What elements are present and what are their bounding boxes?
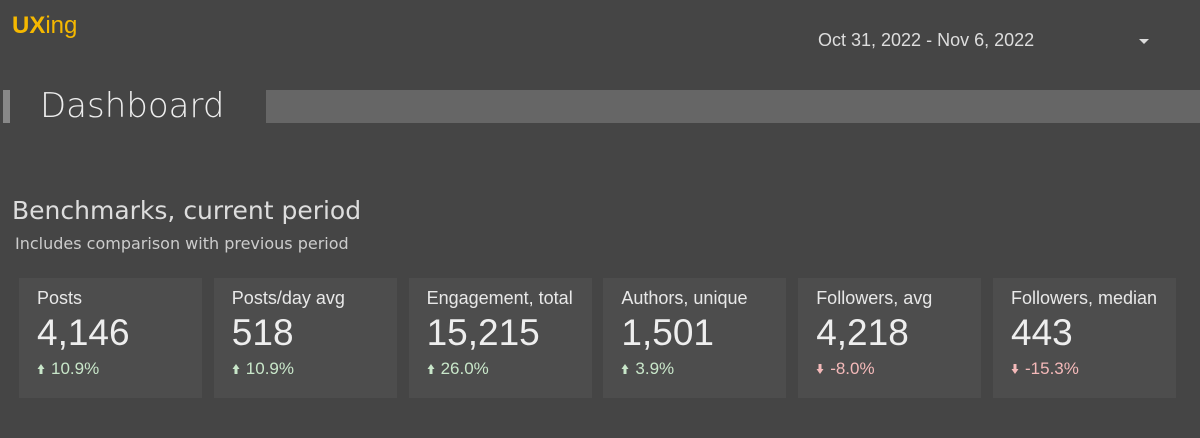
logo-bold: UX [12,12,46,39]
kpi-change-text: 3.9% [635,359,675,378]
arrow-up [427,364,435,374]
logo[interactable]: UXing [12,12,77,40]
kpi-change: -8.0% [816,359,875,379]
kpi-label: Posts/day avg [231,288,345,308]
arrow-down [1011,364,1019,374]
kpi-label: Posts [37,288,83,308]
kpi-value: 4,146 [37,312,130,353]
kpi-value: 4,218 [816,312,909,353]
logo-rest: ing [45,12,78,39]
kpi-value: 443 [1011,312,1073,353]
arrow-down [816,364,824,374]
kpi-change: 26.0% [427,359,489,379]
date-range[interactable]: Oct 31, 2022 - Nov 6, 2022 [818,30,1035,50]
kpi-label: Followers, avg [816,288,933,308]
kpi-label: Authors, unique [621,288,748,308]
kpi-value: 518 [231,312,294,353]
section-title: Benchmarks, current period [12,196,362,225]
kpi-card: Followers, median 443 -15.3% [993,278,1176,398]
kpi-card: Followers, avg 4,218 -8.0% [798,278,982,398]
kpi-change: -15.3% [1011,359,1079,379]
arrow-up [621,364,629,374]
section-subtitle: Includes comparison with previous period [15,234,349,253]
kpi-change-text: -8.0% [830,359,875,378]
kpi-value: 15,215 [426,312,540,353]
kpi-label: Followers, median [1011,288,1158,308]
kpi-change-text: 10.9% [245,359,294,378]
kpi-value: 1,501 [621,312,714,353]
kpi-change: 3.9% [621,359,674,379]
kpi-change-text: 26.0% [440,359,489,378]
kpi-change: 10.9% [37,359,99,379]
kpi-change-text: 10.9% [51,359,100,378]
kpi-card: Authors, unique 1,501 3.9% [603,278,787,398]
kpi-card: Engagement, total 15,215 26.0% [408,278,592,398]
page-title: Dashboard [40,86,225,126]
kpi-change-text: -15.3% [1025,359,1079,378]
arrow-up [232,364,240,374]
kpi-label: Engagement, total [426,288,573,308]
kpi-card: Posts/day avg 518 10.9% [213,278,397,398]
arrow-up [37,364,45,374]
title-accent [3,90,10,123]
title-bar [266,90,1200,123]
kpi-card: Posts 4,146 10.9% [19,278,202,398]
kpi-change: 10.9% [232,359,294,379]
dropdown-caret[interactable] [1138,38,1150,46]
